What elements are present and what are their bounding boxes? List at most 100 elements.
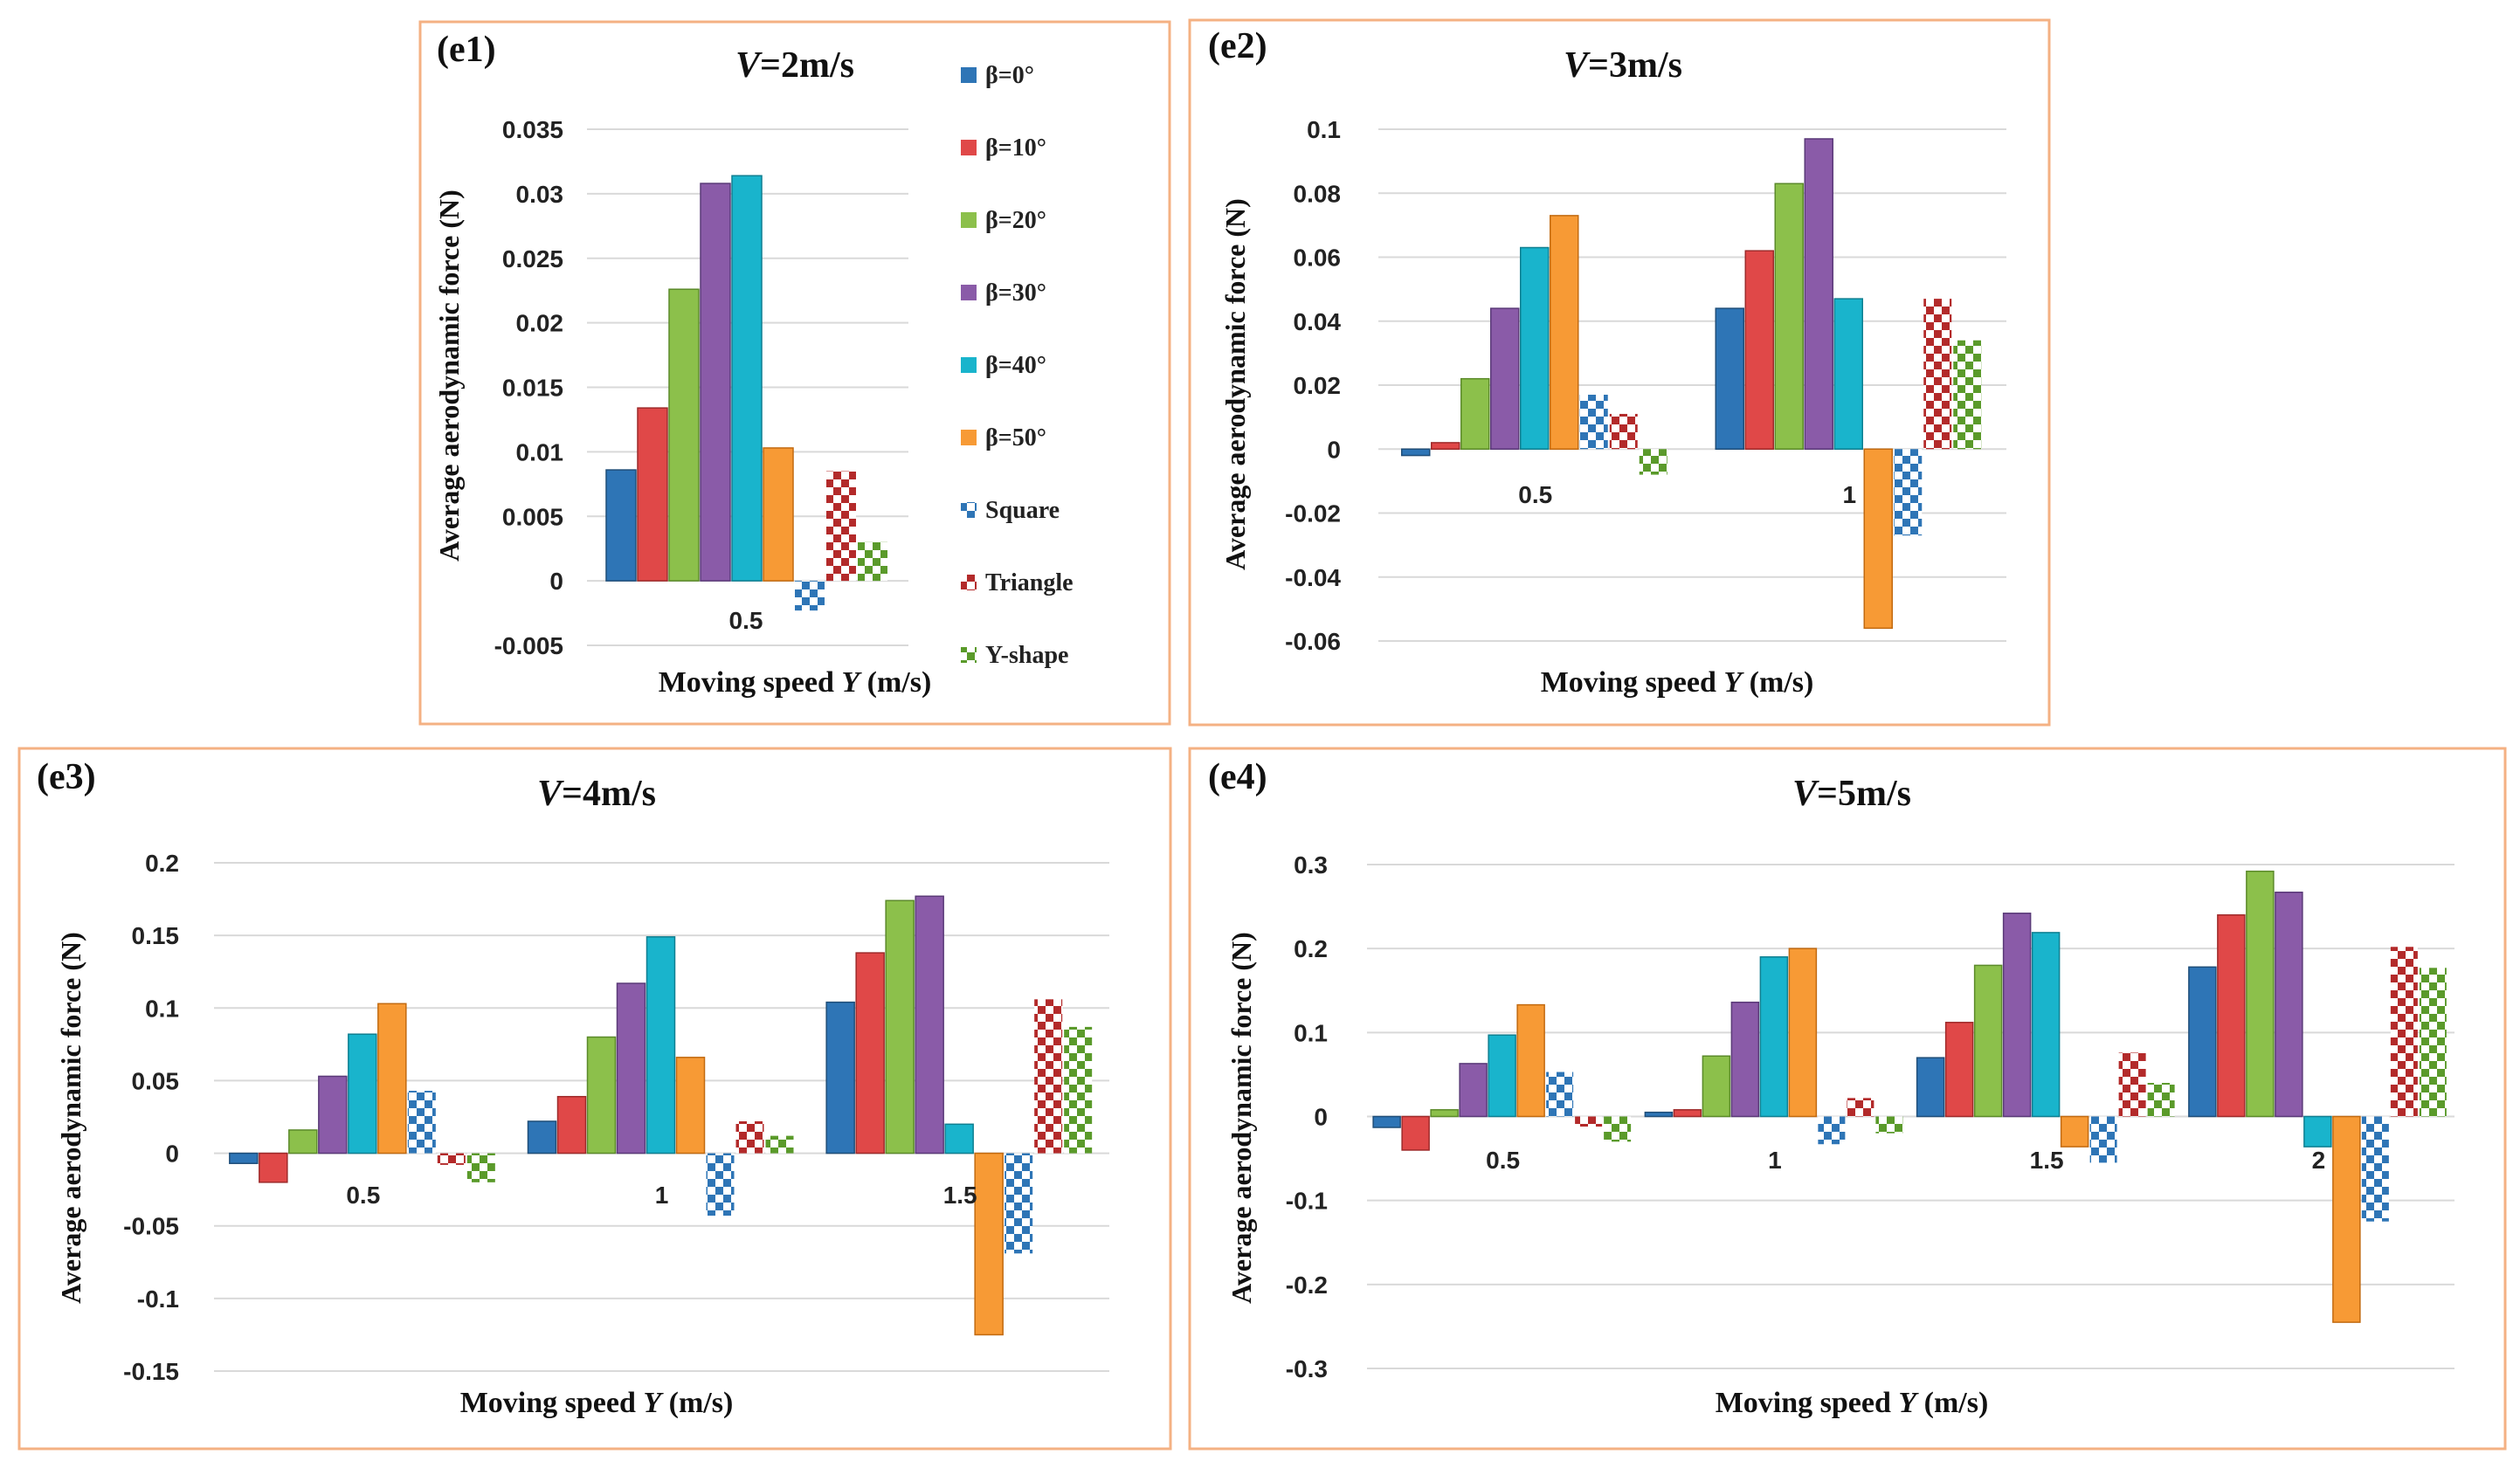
legend-item: β=20° [961, 207, 1046, 234]
panel-label: (e3) [37, 757, 96, 797]
y-tick-label: 0.06 [1294, 245, 1342, 272]
legend-label: β=30° [985, 279, 1046, 307]
legend-label: Y-shape [985, 642, 1068, 669]
bar [2361, 1116, 2389, 1222]
bar [1639, 449, 1667, 475]
legend: β=0° β=10° β=20° β=30° β=40° β=50° Square Trian… [961, 62, 1074, 669]
bar [348, 1033, 377, 1154]
bar [586, 1036, 617, 1154]
legend-swatch [961, 502, 977, 518]
legend-label: β=10° [985, 134, 1046, 162]
bar [1520, 246, 1550, 451]
bar [466, 1153, 495, 1182]
y-tick-label: 0.08 [1294, 180, 1342, 207]
bar [1863, 448, 1893, 630]
legend-item: β=0° [961, 62, 1034, 89]
bar [1673, 1109, 1702, 1118]
x-category-label: 0.5 [1518, 481, 1552, 508]
bar [2390, 947, 2418, 1117]
bar [974, 1152, 1004, 1336]
bar [2246, 870, 2275, 1118]
bar [229, 1152, 259, 1164]
bar [318, 1075, 348, 1154]
bar [2275, 891, 2303, 1118]
bar [763, 447, 794, 582]
chart-e1: 0.035 0.03 0.025 0.02 0.015 0.01 0.005 0 -0.005 0… [433, 30, 931, 699]
bar [825, 1001, 855, 1154]
bar [668, 288, 700, 582]
x-axis-label: Moving speed Y (m/s) [460, 1387, 734, 1419]
panel-e2-frame [1188, 18, 2051, 727]
bar [527, 1120, 557, 1154]
bar [1818, 1116, 1846, 1145]
bar [1916, 1057, 1945, 1118]
bar [1715, 307, 1744, 450]
bar [2147, 1083, 2175, 1117]
bar [1604, 1116, 1632, 1142]
bar [1401, 1115, 1430, 1151]
y-axis-label: Average aerodynamic force (N) [55, 932, 86, 1304]
panel-label: (e2) [1208, 26, 1267, 66]
chart-title: V=3m/s [1564, 45, 1682, 86]
bar [1609, 413, 1638, 450]
x-category-label: 1 [655, 1182, 669, 1209]
bar [1973, 964, 2003, 1118]
panel-label: (e4) [1208, 757, 1267, 797]
y-tick-label: 0.1 [145, 995, 179, 1022]
bar [675, 1057, 706, 1154]
legend-label: β=20° [985, 207, 1046, 234]
bar [437, 1153, 466, 1165]
x-category-label: 0.5 [729, 607, 763, 634]
legend-item: β=40° [961, 352, 1046, 379]
bar [1730, 1001, 1760, 1118]
legend-swatch [961, 575, 977, 590]
y-tick-label: 0 [1327, 436, 1341, 463]
panel-e1-frame [418, 20, 1171, 726]
legend-label: β=40° [985, 352, 1046, 379]
bar [855, 952, 885, 1154]
bar [1788, 948, 1818, 1118]
bar [1372, 1115, 1401, 1128]
bar [1490, 307, 1520, 450]
bar [1550, 215, 1579, 450]
bar [735, 1120, 764, 1154]
y-tick-label: -0.005 [494, 632, 563, 659]
legend-label: β=0° [985, 62, 1034, 89]
y-axis-label: Average aerodynamic force (N) [1219, 198, 1251, 570]
panel-e3-frame [17, 747, 1172, 1451]
bar [731, 175, 763, 582]
x-category-label: 0.5 [1486, 1147, 1520, 1174]
bar [706, 1153, 735, 1216]
bar [1401, 448, 1431, 457]
bar [1430, 1109, 1459, 1118]
x-category-label: 1.5 [943, 1182, 977, 1209]
bar [2118, 1052, 2146, 1117]
bar [795, 581, 825, 611]
bar [1579, 394, 1608, 450]
y-tick-label: -0.02 [1285, 500, 1341, 527]
bar [2031, 932, 2061, 1118]
legend-label: Triangle [985, 569, 1074, 596]
bar [700, 183, 731, 582]
bar [2217, 913, 2246, 1118]
x-category-label: 1 [1768, 1147, 1782, 1174]
x-category-label: 1 [1842, 481, 1856, 508]
y-tick-label: 0.1 [1294, 1019, 1328, 1046]
y-tick-label: 0.005 [502, 503, 563, 530]
bar [1005, 1153, 1033, 1254]
bar [2332, 1115, 2361, 1323]
y-tick-label: -0.05 [123, 1213, 179, 1240]
bar [1034, 999, 1063, 1154]
y-tick-label: 0.015 [502, 375, 563, 402]
bar [1702, 1055, 1731, 1118]
y-tick-label: -0.3 [1286, 1355, 1328, 1382]
y-tick-label: 0.15 [132, 922, 180, 949]
legend-item: Triangle [961, 569, 1074, 596]
bar [1460, 377, 1490, 450]
y-tick-label: -0.1 [1286, 1188, 1328, 1215]
legend-swatch [961, 430, 977, 445]
bar [377, 1003, 407, 1154]
bar [259, 1152, 288, 1183]
y-tick-label: 0.2 [145, 850, 179, 877]
bar [1488, 1034, 1516, 1118]
